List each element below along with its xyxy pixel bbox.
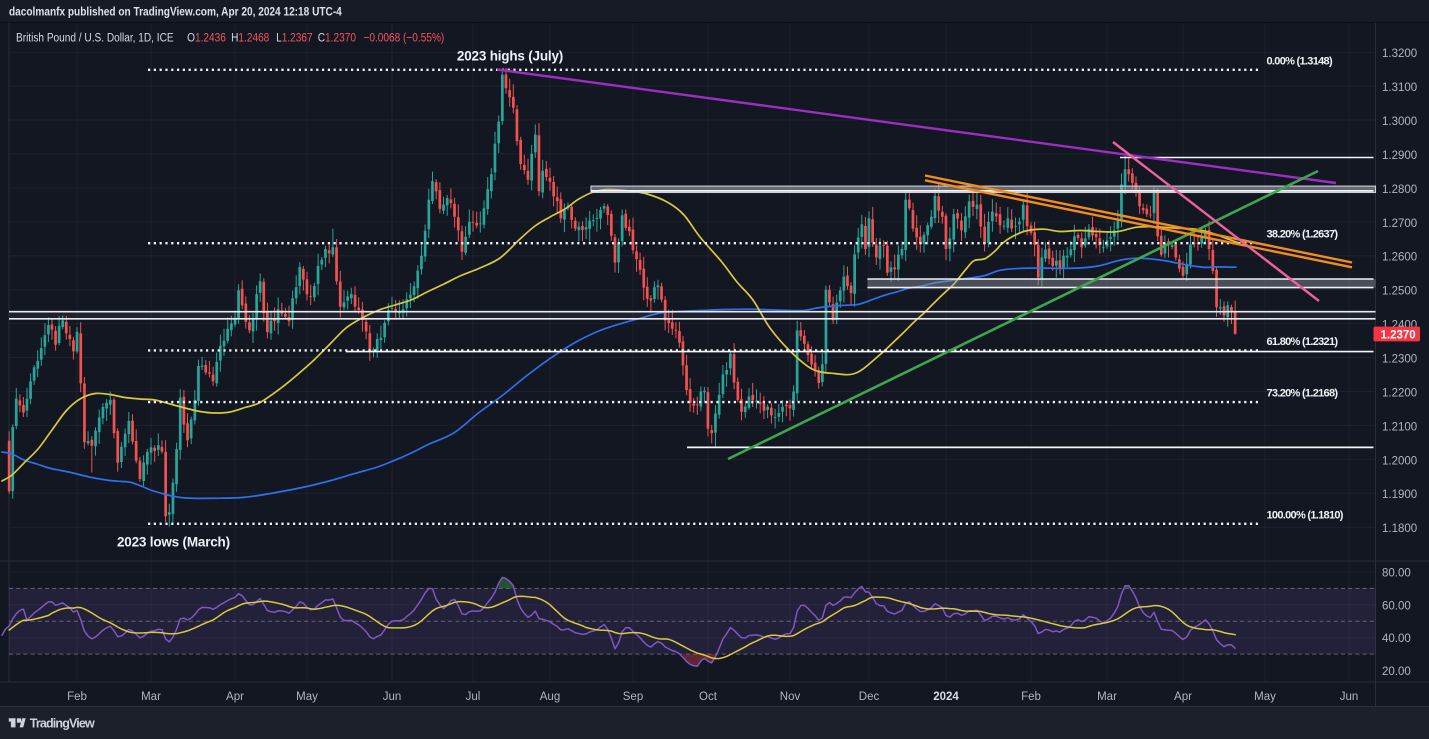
svg-text:1.3000: 1.3000 (1382, 116, 1417, 128)
svg-text:20.00: 20.00 (1382, 666, 1411, 678)
svg-text:May: May (1254, 691, 1276, 703)
svg-text:100.00% (1.1810): 100.00% (1.1810) (1267, 509, 1344, 521)
svg-text:dacolmanfx published on Tradin: dacolmanfx published on TradingView.com,… (9, 6, 342, 19)
svg-text:Feb: Feb (1021, 691, 1041, 703)
svg-text:38.20% (1.2637): 38.20% (1.2637) (1267, 229, 1339, 241)
svg-text:British Pound / U.S. Dollar, 1: British Pound / U.S. Dollar, 1D, ICE (16, 32, 174, 45)
svg-text:H1.2468: H1.2468 (231, 32, 269, 45)
svg-text:1.1800: 1.1800 (1382, 523, 1417, 535)
svg-text:Jun: Jun (383, 691, 402, 703)
svg-text:1.3200: 1.3200 (1382, 48, 1417, 60)
svg-text:1.2600: 1.2600 (1382, 252, 1417, 264)
svg-text:O1.2436: O1.2436 (187, 32, 226, 45)
svg-text:73.20% (1.2168): 73.20% (1.2168) (1267, 388, 1339, 400)
svg-text:Jun: Jun (1340, 691, 1359, 703)
svg-text:May: May (296, 691, 318, 703)
svg-text:Dec: Dec (859, 691, 880, 703)
svg-text:61.80% (1.2321): 61.80% (1.2321) (1267, 336, 1339, 348)
svg-text:40.00: 40.00 (1382, 633, 1411, 645)
svg-text:1.2500: 1.2500 (1382, 286, 1417, 298)
svg-text:1.2000: 1.2000 (1382, 455, 1417, 467)
svg-text:2024: 2024 (933, 691, 959, 703)
svg-text:60.00: 60.00 (1382, 600, 1411, 612)
svg-text:Aug: Aug (540, 691, 560, 703)
svg-text:2023 lows (March): 2023 lows (March) (117, 535, 230, 550)
svg-text:Oct: Oct (699, 691, 718, 703)
svg-text:1.2700: 1.2700 (1382, 218, 1417, 230)
svg-text:TradingView: TradingView (30, 716, 95, 730)
svg-text:−0.0068 (−0.55%): −0.0068 (−0.55%) (363, 32, 444, 45)
svg-text:1.2370: 1.2370 (1381, 330, 1416, 342)
svg-text:Feb: Feb (67, 691, 87, 703)
svg-text:L1.2367: L1.2367 (276, 32, 313, 45)
svg-text:1.2300: 1.2300 (1382, 354, 1417, 366)
svg-text:1.2800: 1.2800 (1382, 184, 1417, 196)
svg-text:2023 highs (July): 2023 highs (July) (457, 49, 563, 64)
svg-text:Sep: Sep (623, 691, 643, 703)
svg-text:1.3100: 1.3100 (1382, 82, 1417, 94)
svg-text:1.1900: 1.1900 (1382, 489, 1417, 501)
svg-text:0.00% (1.3148): 0.00% (1.3148) (1267, 55, 1333, 67)
svg-text:Nov: Nov (780, 691, 801, 703)
svg-text:Jul: Jul (466, 691, 481, 703)
svg-text:Mar: Mar (1097, 691, 1117, 703)
svg-text:1.2900: 1.2900 (1382, 150, 1417, 162)
svg-text:1.2100: 1.2100 (1382, 421, 1417, 433)
svg-text:Apr: Apr (226, 691, 244, 703)
svg-text:1.2200: 1.2200 (1382, 388, 1417, 400)
svg-text:Apr: Apr (1174, 691, 1192, 703)
svg-text:C1.2370: C1.2370 (318, 32, 356, 45)
svg-text:80.00: 80.00 (1382, 568, 1411, 580)
svg-text:Mar: Mar (141, 691, 161, 703)
